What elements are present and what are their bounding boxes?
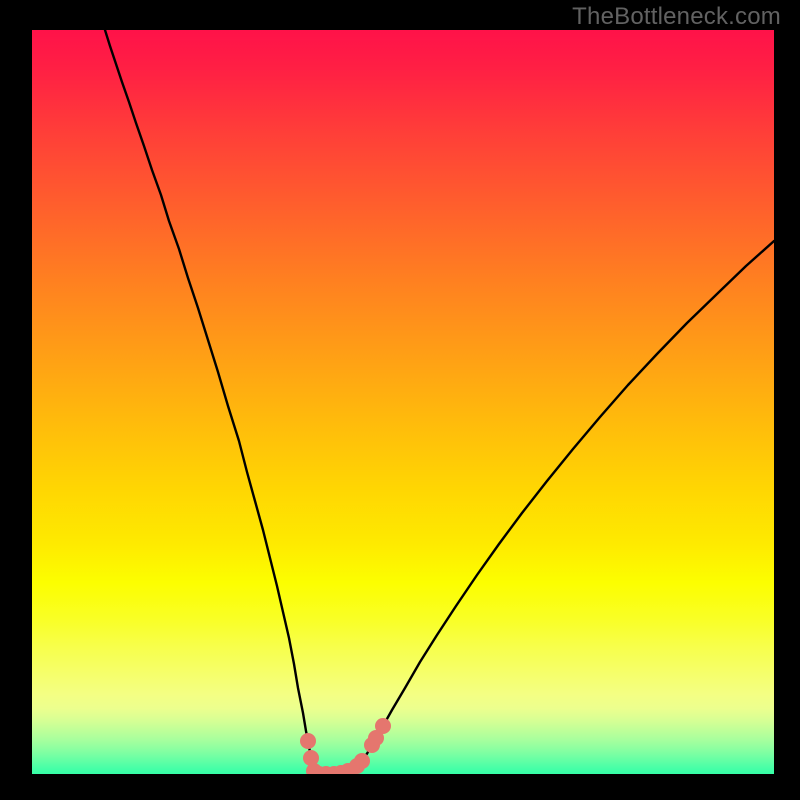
chart-stage: TheBottleneck.com xyxy=(0,0,800,800)
valley-marker xyxy=(375,718,391,734)
plot-area xyxy=(32,30,774,774)
valley-marker xyxy=(300,733,316,749)
plot-svg xyxy=(32,30,774,774)
watermark-text: TheBottleneck.com xyxy=(572,3,781,31)
valley-marker xyxy=(354,753,370,769)
